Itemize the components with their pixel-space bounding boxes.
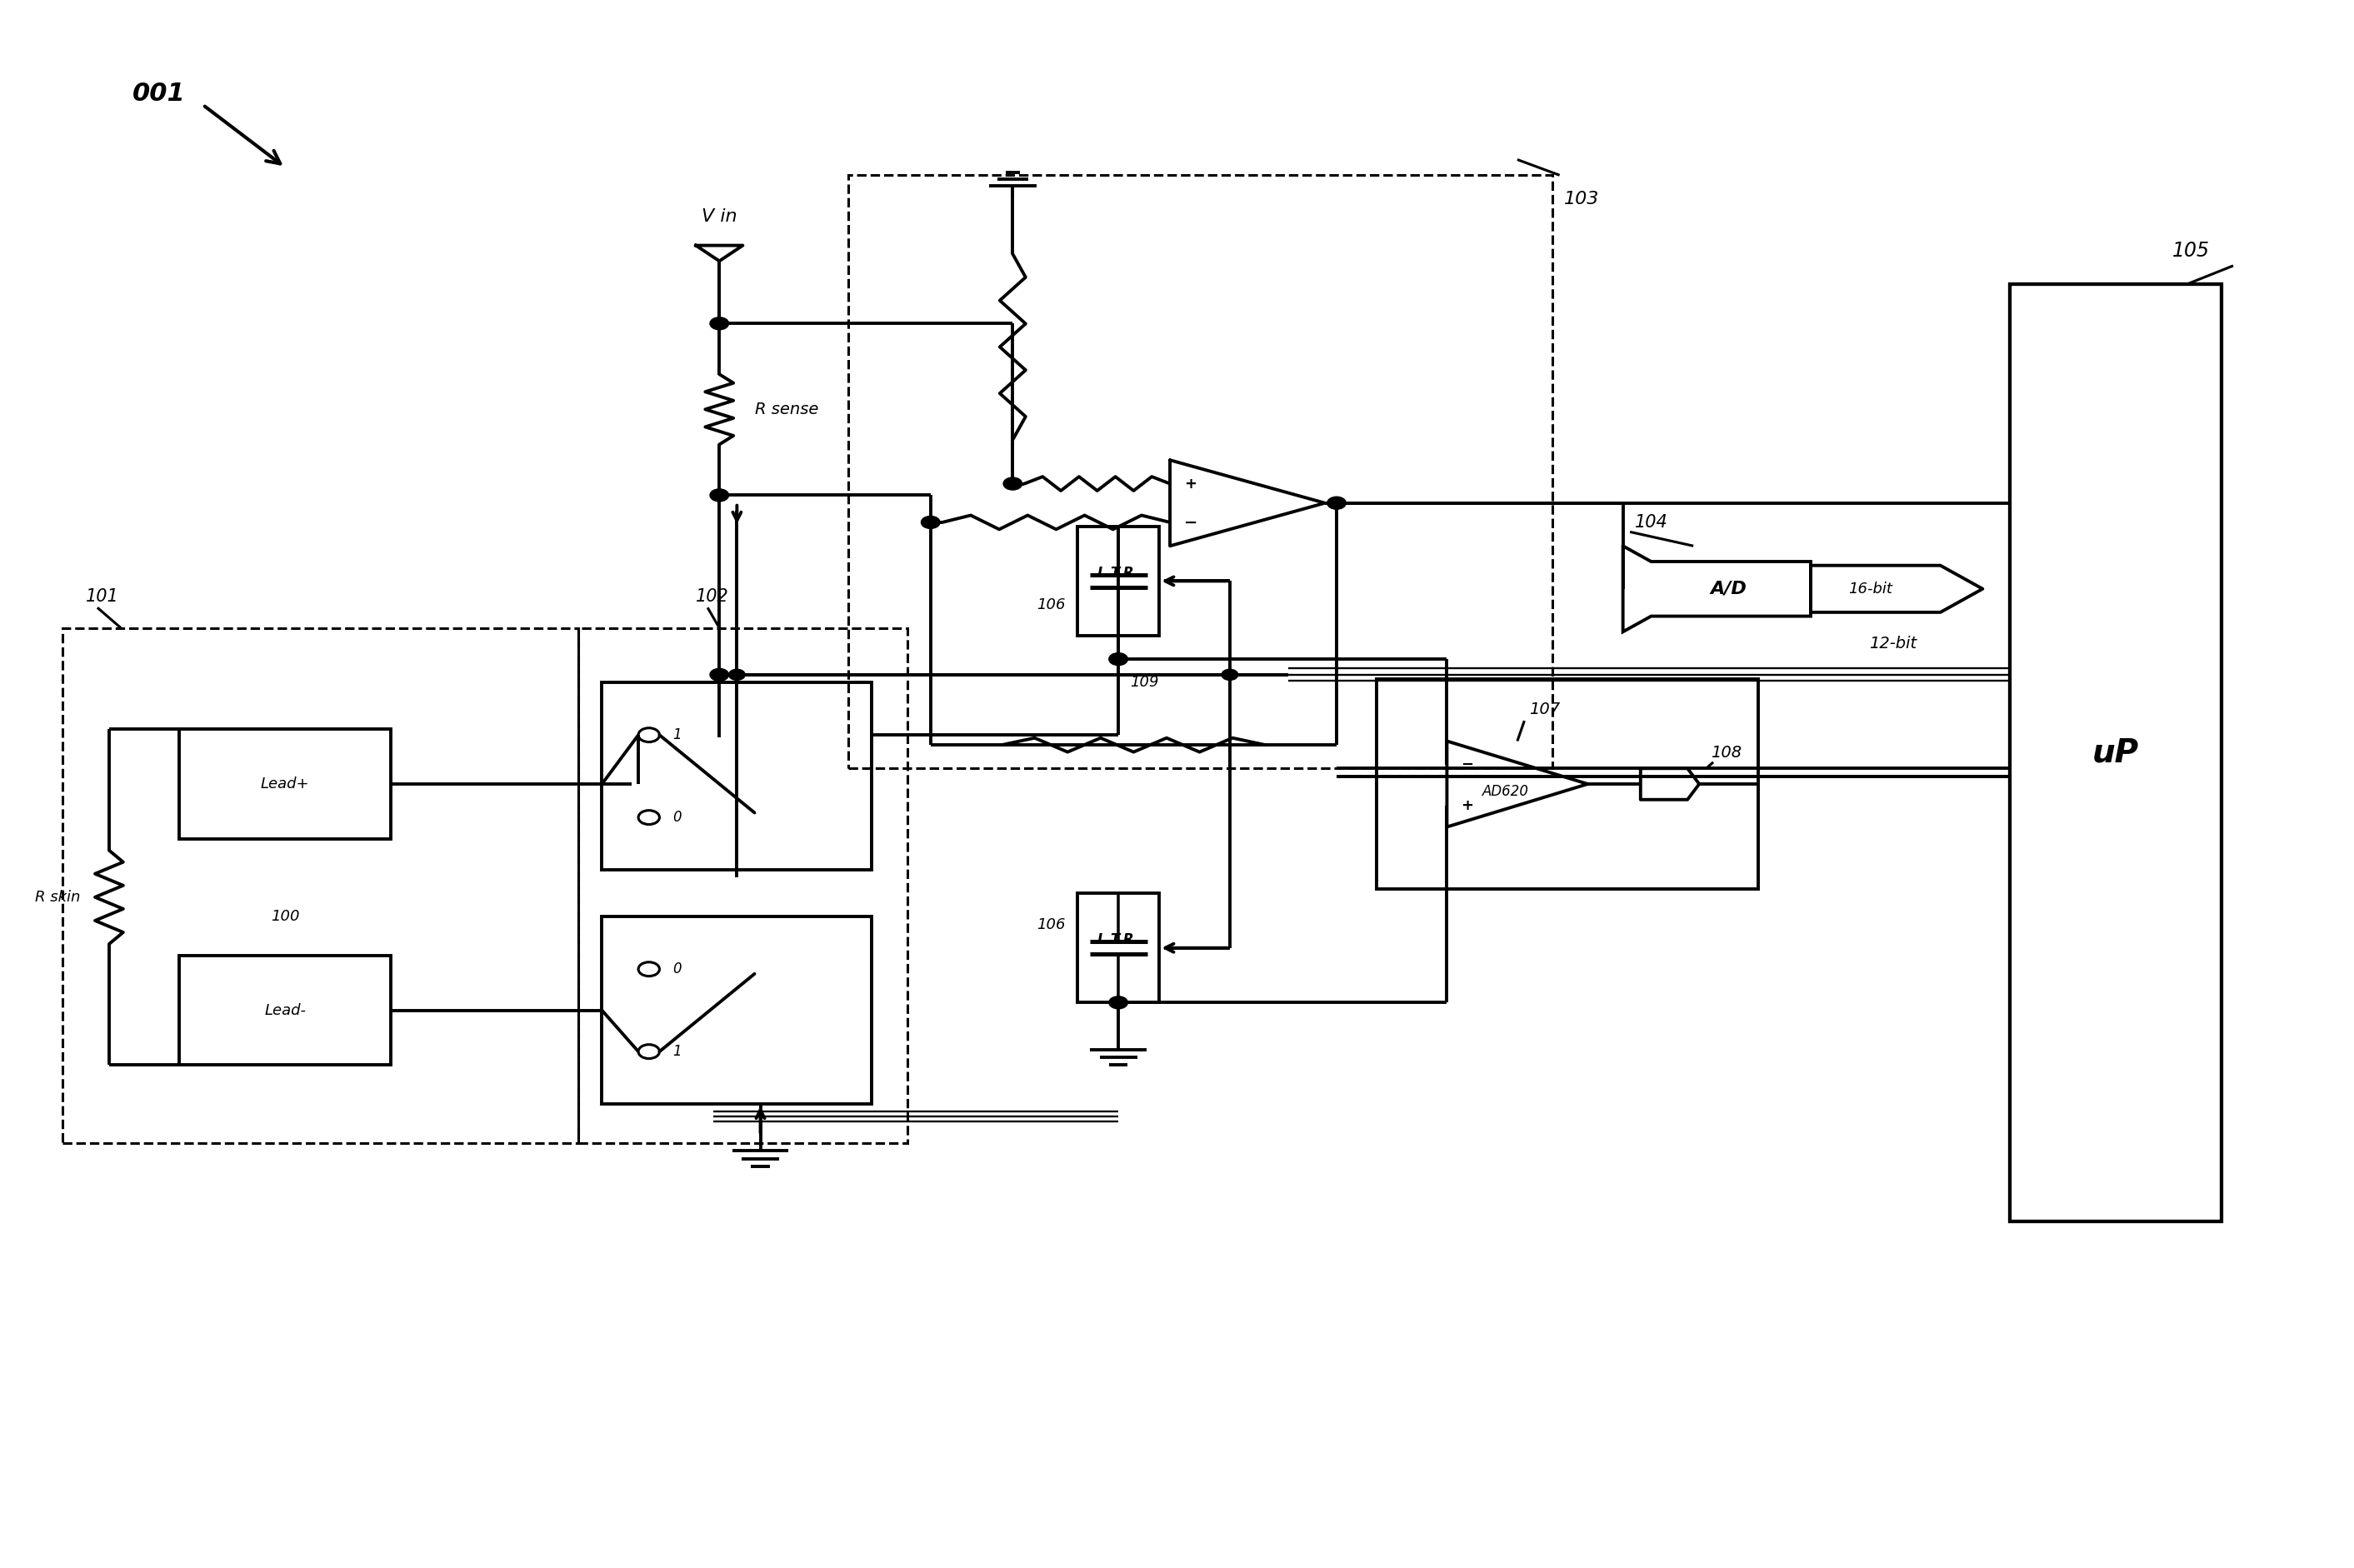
Circle shape [730,670,746,681]
Text: 100: 100 [271,909,299,924]
Text: 104: 104 [1634,514,1667,530]
Text: 105: 105 [2173,241,2210,260]
Circle shape [1003,477,1022,489]
Text: R sense: R sense [756,401,819,417]
Text: 0: 0 [673,961,680,977]
Text: 1: 1 [673,1044,680,1058]
Text: R skin: R skin [35,889,80,905]
Circle shape [1109,652,1128,665]
Text: −: − [1184,514,1198,530]
Circle shape [711,317,730,329]
Text: 001: 001 [132,82,186,105]
Text: 108: 108 [1711,745,1742,760]
Text: Lead+: Lead+ [261,776,308,792]
Text: 101: 101 [85,588,118,605]
Text: 107: 107 [1530,702,1561,718]
Circle shape [920,516,939,528]
Text: V in: V in [701,209,737,226]
Text: A/D: A/D [1711,580,1747,597]
Text: 1: 1 [673,728,680,743]
Text: 102: 102 [697,588,730,605]
Text: AD620: AD620 [1483,784,1528,800]
Text: +: + [1462,798,1474,812]
Circle shape [711,668,730,681]
Text: 12-bit: 12-bit [1869,635,1916,651]
Text: Lead-: Lead- [264,1004,306,1018]
Text: 106: 106 [1036,597,1066,612]
Circle shape [711,489,730,502]
Text: uP: uP [2093,737,2140,768]
Circle shape [1109,996,1128,1008]
Text: L.T.R.: L.T.R. [1097,566,1139,580]
Text: 16-bit: 16-bit [1848,582,1893,596]
Text: 106: 106 [1036,917,1066,931]
Circle shape [1328,497,1346,510]
Circle shape [1222,670,1238,681]
Text: −: − [1462,757,1474,771]
Text: 103: 103 [1565,191,1601,207]
Text: 0: 0 [673,811,680,825]
Text: L.T.R.: L.T.R. [1097,933,1139,947]
Text: +: + [1184,477,1196,491]
Text: 109: 109 [1130,676,1158,690]
